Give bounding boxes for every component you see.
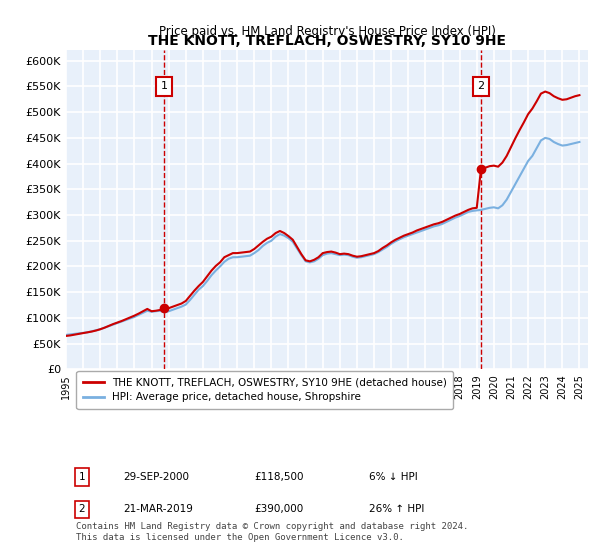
Text: 2: 2 [478, 81, 485, 91]
Legend: THE KNOTT, TREFLACH, OSWESTRY, SY10 9HE (detached house), HPI: Average price, de: THE KNOTT, TREFLACH, OSWESTRY, SY10 9HE … [76, 371, 453, 409]
Text: 6% ↓ HPI: 6% ↓ HPI [369, 472, 418, 482]
Text: Contains HM Land Registry data © Crown copyright and database right 2024.
This d: Contains HM Land Registry data © Crown c… [76, 522, 469, 542]
Text: 1: 1 [161, 81, 168, 91]
Text: 21-MAR-2019: 21-MAR-2019 [124, 505, 193, 514]
Text: £390,000: £390,000 [254, 505, 303, 514]
Text: Price paid vs. HM Land Registry's House Price Index (HPI): Price paid vs. HM Land Registry's House … [158, 25, 496, 38]
Text: 1: 1 [79, 472, 85, 482]
Text: 26% ↑ HPI: 26% ↑ HPI [369, 505, 424, 514]
Text: 29-SEP-2000: 29-SEP-2000 [124, 472, 190, 482]
Text: 2: 2 [79, 505, 85, 514]
Title: THE KNOTT, TREFLACH, OSWESTRY, SY10 9HE: THE KNOTT, TREFLACH, OSWESTRY, SY10 9HE [148, 34, 506, 48]
Text: £118,500: £118,500 [254, 472, 304, 482]
